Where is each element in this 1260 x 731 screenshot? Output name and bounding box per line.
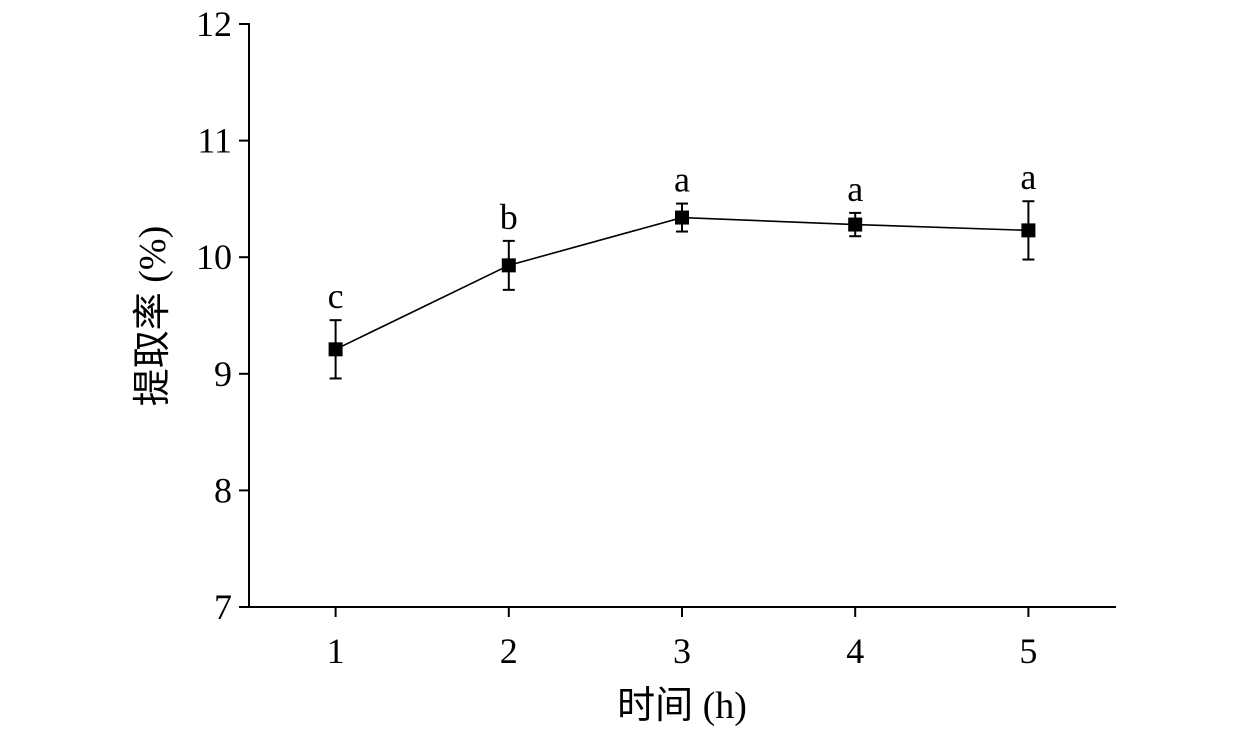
data-point	[1021, 223, 1036, 238]
y-axis-label: 提取率 (%)	[132, 226, 174, 406]
y-tick-label: 8	[214, 470, 232, 510]
x-tick-label: 1	[327, 631, 345, 671]
x-tick-label: 3	[673, 631, 691, 671]
y-tick-label: 9	[214, 354, 232, 394]
series-line	[335, 216, 1029, 351]
data-point	[848, 217, 863, 232]
x-axis-label: 时间 (h)	[617, 685, 747, 727]
x-tick-label: 2	[500, 631, 518, 671]
significance-label: a	[847, 169, 863, 209]
x-tick-label: 5	[1019, 631, 1037, 671]
significance-label: a	[1020, 157, 1036, 197]
x-tick-label: 4	[846, 631, 864, 671]
y-tick-label: 12	[196, 4, 232, 44]
data-point	[328, 342, 343, 357]
significance-label: c	[328, 276, 344, 316]
significance-label: b	[500, 197, 518, 237]
data-point	[501, 258, 516, 273]
y-tick-label: 11	[197, 121, 232, 161]
data-point	[675, 210, 689, 225]
axes	[248, 23, 1116, 608]
y-tick-label: 10	[196, 237, 232, 277]
y-tick-label: 7	[214, 587, 232, 627]
significance-label: a	[674, 160, 690, 200]
plot-area: c b a a a	[328, 157, 1036, 380]
